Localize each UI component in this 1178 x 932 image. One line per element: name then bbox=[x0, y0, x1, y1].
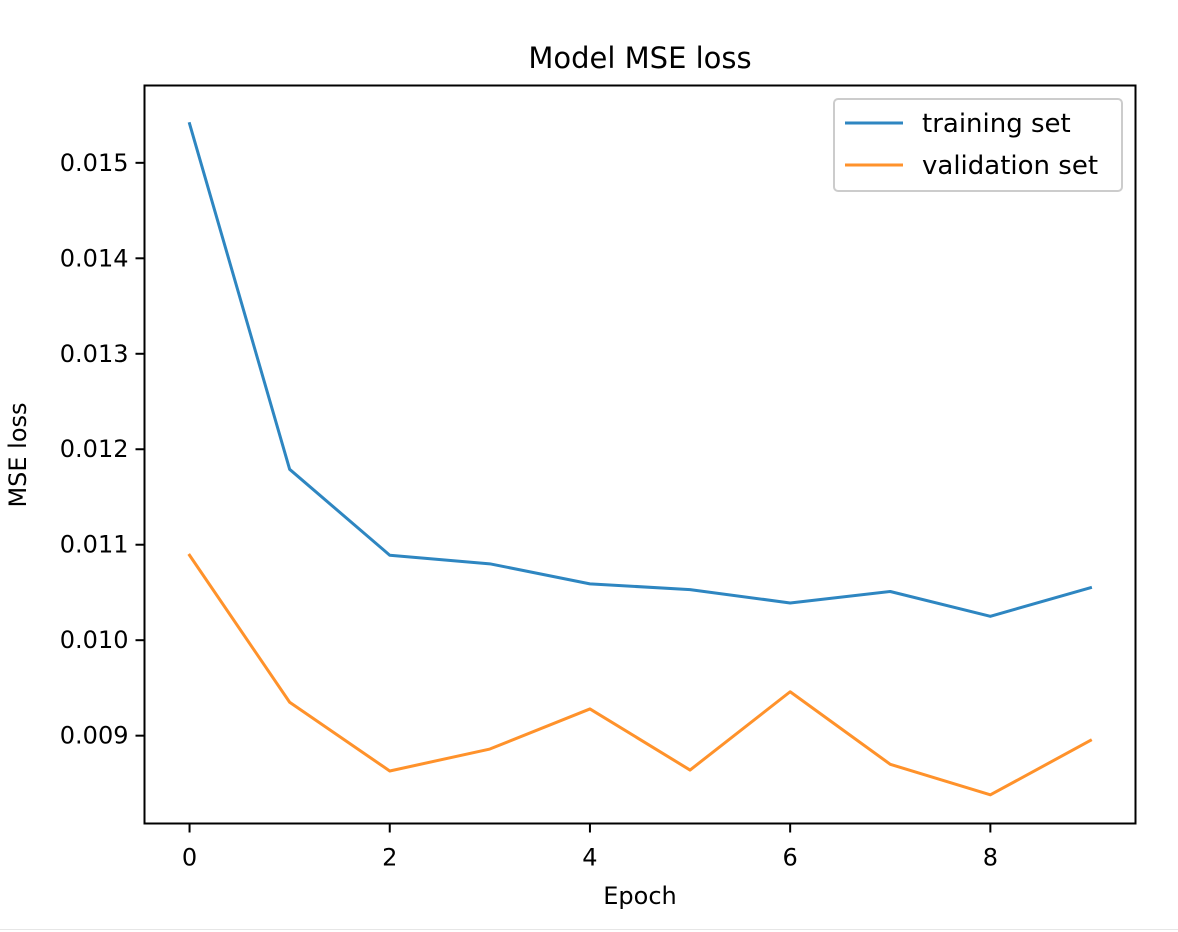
y-tick-label: 0.013 bbox=[60, 340, 129, 368]
legend: training set validation set bbox=[833, 98, 1123, 192]
series-lines bbox=[187, 121, 1093, 797]
y-tick-label: 0.011 bbox=[60, 531, 129, 559]
x-tick-label: 4 bbox=[582, 844, 597, 872]
bottom-divider bbox=[0, 929, 1178, 930]
y-axis: 0.009 0.010 0.011 0.012 0.013 0.014 0.015 bbox=[60, 149, 145, 750]
plot-frame bbox=[143, 84, 1137, 825]
series-line-validation bbox=[187, 553, 1093, 797]
y-tick-label: 0.010 bbox=[60, 626, 129, 654]
y-tick-label: 0.014 bbox=[60, 244, 129, 272]
y-tick-label: 0.012 bbox=[60, 435, 129, 463]
x-axis: 0 2 4 6 8 bbox=[182, 823, 998, 872]
x-tick-label: 6 bbox=[783, 844, 798, 872]
legend-label: validation set bbox=[922, 151, 1098, 181]
legend-label: training set bbox=[922, 109, 1071, 139]
y-axis-label: MSE loss bbox=[4, 402, 32, 507]
y-tick-label: 0.009 bbox=[60, 722, 129, 750]
legend-box bbox=[833, 98, 1123, 192]
x-tick-label: 2 bbox=[382, 844, 397, 872]
x-tick-label: 0 bbox=[182, 844, 197, 872]
y-tick-label: 0.015 bbox=[60, 149, 129, 177]
series-line-training bbox=[187, 121, 1093, 618]
chart-title: Model MSE loss bbox=[528, 41, 751, 75]
x-axis-label: Epoch bbox=[603, 882, 677, 910]
x-tick-label: 8 bbox=[983, 844, 998, 872]
plot-area bbox=[143, 84, 1137, 825]
